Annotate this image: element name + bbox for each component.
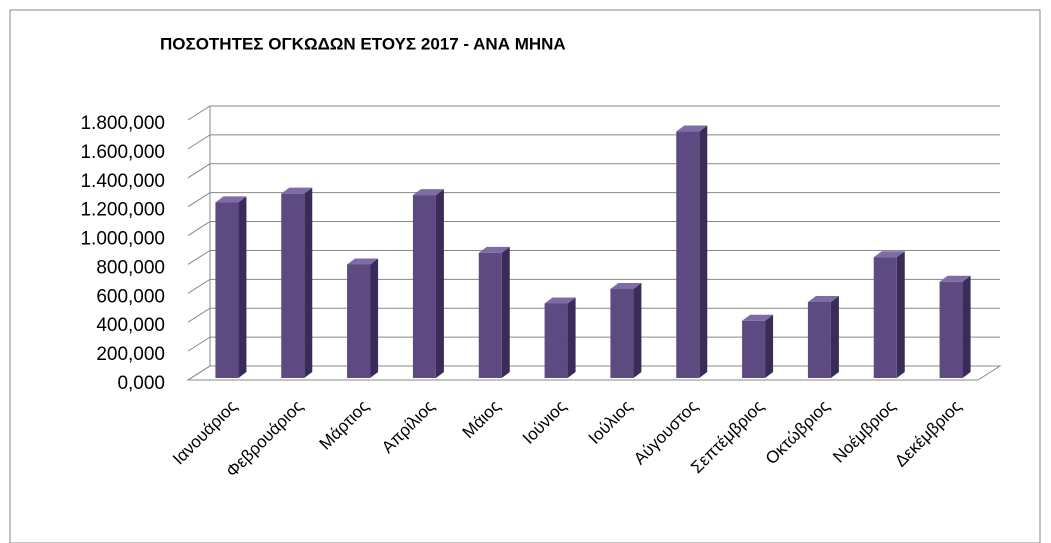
grid-line bbox=[187, 163, 1000, 179]
y-tick-label: 1.000,000 bbox=[80, 229, 165, 250]
bar-top bbox=[347, 258, 379, 265]
bar-top bbox=[215, 196, 247, 203]
y-tick-label: 0,000 bbox=[117, 373, 165, 394]
bar-front bbox=[610, 289, 634, 378]
bar bbox=[347, 258, 379, 378]
bar-front bbox=[676, 131, 700, 378]
grid-line bbox=[187, 278, 1000, 294]
bar bbox=[742, 314, 774, 378]
y-tick-label: 800,000 bbox=[96, 257, 165, 278]
bar bbox=[544, 297, 576, 378]
bar bbox=[807, 296, 839, 378]
bar bbox=[676, 125, 708, 378]
grid-line bbox=[187, 192, 1000, 208]
bar bbox=[281, 187, 313, 378]
bar-front bbox=[742, 320, 766, 378]
bar-top bbox=[610, 283, 642, 289]
bar-side bbox=[830, 296, 839, 378]
bar-front bbox=[807, 302, 831, 378]
bar-front bbox=[347, 264, 371, 378]
y-tick-label: 1.600,000 bbox=[80, 142, 165, 163]
y-tick-label: 400,000 bbox=[96, 315, 165, 336]
bar bbox=[939, 275, 971, 378]
grid-line bbox=[187, 307, 1000, 323]
bar-side bbox=[633, 283, 642, 378]
grid-line bbox=[187, 249, 1000, 265]
grid-line bbox=[187, 105, 1000, 121]
grid-line bbox=[187, 365, 1000, 381]
bar-front bbox=[544, 303, 568, 378]
bar-side bbox=[238, 196, 247, 378]
bar-front bbox=[215, 202, 239, 378]
bar-side bbox=[896, 251, 905, 378]
bar bbox=[478, 246, 510, 378]
bar-top bbox=[676, 125, 708, 132]
chart-border bbox=[9, 9, 1041, 543]
bar-top bbox=[544, 297, 576, 304]
bar-top bbox=[412, 189, 444, 196]
bar-top bbox=[478, 246, 510, 253]
y-tick-label: 600,000 bbox=[96, 286, 165, 307]
bar-side bbox=[370, 258, 379, 378]
bar-side bbox=[435, 189, 444, 378]
bar-top bbox=[807, 296, 839, 302]
bar-side bbox=[765, 314, 774, 378]
bar-front bbox=[412, 195, 436, 378]
bar-side bbox=[699, 125, 708, 378]
bar bbox=[215, 196, 247, 378]
bar-front bbox=[939, 281, 963, 378]
bar-top bbox=[742, 314, 774, 321]
bar-side bbox=[567, 297, 576, 378]
grid-line bbox=[187, 134, 1000, 150]
y-tick-label: 1.800,000 bbox=[80, 113, 165, 134]
y-tick-label: 1.200,000 bbox=[80, 200, 165, 221]
grid-line bbox=[187, 336, 1000, 352]
chart-title: ΠΟΣΟΤΗΤΕΣ ΟΓΚΩΔΩΝ ΕΤΟΥΣ 2017 - ΑΝΑ ΜΗΝΑ bbox=[160, 34, 566, 53]
bar-top bbox=[939, 275, 971, 282]
grid-line bbox=[187, 221, 1000, 236]
bar-side bbox=[501, 246, 510, 378]
bar bbox=[412, 189, 444, 378]
bar-front bbox=[873, 257, 897, 378]
bar-top bbox=[873, 251, 905, 258]
bar-side bbox=[304, 187, 313, 378]
bar-top bbox=[281, 187, 313, 194]
bar-side bbox=[962, 275, 971, 378]
y-tick-label: 200,000 bbox=[96, 344, 165, 365]
bar-front bbox=[281, 193, 305, 378]
bar bbox=[610, 283, 642, 378]
bar-front bbox=[478, 252, 502, 378]
y-tick-label: 1.400,000 bbox=[80, 171, 165, 192]
bar bbox=[873, 251, 905, 378]
